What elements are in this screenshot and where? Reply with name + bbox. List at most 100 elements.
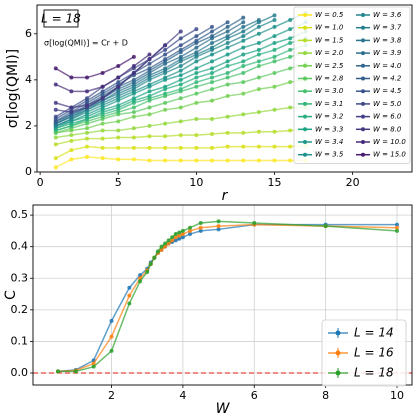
annotation-box-text: L = 18 <box>41 12 81 26</box>
data-point <box>288 66 293 71</box>
data-point <box>177 233 182 238</box>
data-point <box>241 59 246 64</box>
data-point <box>69 110 74 115</box>
data-point <box>216 219 221 224</box>
data-point <box>163 107 168 112</box>
data-point <box>55 369 60 374</box>
data-point <box>131 70 136 75</box>
data-point <box>85 144 89 149</box>
legend-marker <box>303 38 307 43</box>
data-point <box>210 24 214 29</box>
legend-label: W = 2.8 <box>315 75 344 83</box>
data-point <box>109 334 114 339</box>
data-point <box>194 34 199 39</box>
data-point <box>131 145 136 150</box>
data-point <box>147 145 152 150</box>
data-point <box>256 64 261 69</box>
y-tick-label: 2 <box>25 119 32 132</box>
data-point <box>216 224 221 229</box>
data-point <box>177 236 182 241</box>
x-tick-label: 8 <box>322 389 329 402</box>
y-tick-label: 0.5 <box>11 208 29 221</box>
data-point <box>288 128 293 133</box>
data-point <box>91 361 96 366</box>
series-line <box>55 56 135 79</box>
data-point <box>53 100 58 105</box>
data-point <box>241 52 246 57</box>
legend-marker <box>361 152 365 157</box>
legend-label: W = 0.5 <box>315 11 344 19</box>
data-point <box>395 228 400 233</box>
data-point <box>178 158 183 163</box>
legend-marker <box>361 25 365 30</box>
data-point <box>178 43 183 48</box>
data-point <box>272 144 277 149</box>
data-point <box>85 155 89 160</box>
data-point <box>85 96 89 101</box>
legend-marker <box>303 51 307 56</box>
data-point <box>188 232 193 237</box>
data-point <box>163 43 168 48</box>
data-point <box>69 157 74 162</box>
data-point <box>147 112 152 117</box>
data-point <box>241 70 246 75</box>
legend-label: L = 16 <box>354 346 394 360</box>
data-point <box>272 24 277 29</box>
data-point <box>69 75 74 80</box>
data-point <box>256 110 261 115</box>
data-point <box>241 24 246 29</box>
data-point <box>100 156 105 161</box>
data-point <box>194 80 199 85</box>
y-tick-label: 4 <box>25 73 32 86</box>
x-tick-label: 10 <box>189 176 203 189</box>
data-point <box>177 230 182 235</box>
data-point <box>131 96 136 101</box>
data-point <box>100 89 105 94</box>
data-point <box>163 75 168 80</box>
data-point <box>178 54 183 59</box>
data-point <box>241 20 246 25</box>
data-point <box>131 135 136 140</box>
data-point <box>170 235 175 240</box>
data-point <box>85 103 89 108</box>
data-point <box>194 50 199 55</box>
legend-label: W = 3.1 <box>315 100 343 108</box>
data-point <box>210 45 214 50</box>
data-point <box>210 75 214 80</box>
data-point <box>194 45 199 50</box>
data-point <box>241 29 246 34</box>
annotation: σ[log(QMI)] = Cr + D <box>44 39 128 48</box>
legend-marker <box>303 127 307 132</box>
legend-label: W = 3.7 <box>373 24 402 32</box>
data-point <box>210 98 214 103</box>
data-point <box>198 221 203 225</box>
data-point <box>288 36 293 41</box>
data-point <box>194 117 199 122</box>
data-point <box>194 133 199 138</box>
data-point <box>256 31 261 36</box>
data-point <box>147 61 152 66</box>
data-point <box>194 84 199 89</box>
data-point <box>85 89 89 94</box>
data-point <box>198 225 203 230</box>
data-point <box>147 123 152 128</box>
legend-label: W = 10.0 <box>373 138 406 146</box>
data-point <box>100 70 105 75</box>
data-point <box>256 59 261 64</box>
annotation-box <box>43 9 79 28</box>
data-point <box>194 27 199 32</box>
data-point <box>256 158 261 163</box>
data-point <box>210 87 214 92</box>
data-point <box>272 54 277 59</box>
data-point <box>163 100 168 105</box>
data-point <box>194 75 199 80</box>
data-point <box>252 221 257 225</box>
data-point <box>53 82 58 87</box>
data-point <box>288 17 293 22</box>
data-point <box>256 75 261 80</box>
series-line <box>55 21 229 122</box>
data-point <box>178 87 183 92</box>
data-point <box>272 47 277 52</box>
series-line <box>55 44 166 109</box>
data-point <box>53 66 58 71</box>
